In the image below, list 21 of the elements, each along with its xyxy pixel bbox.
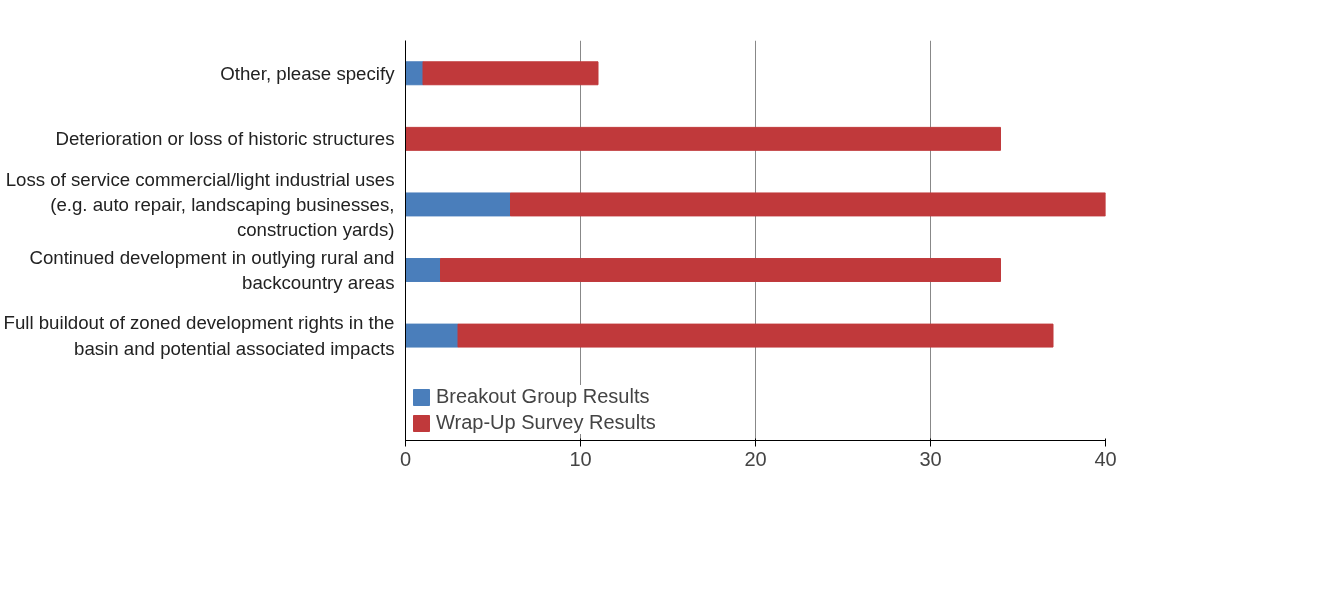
legend-label: Wrap-Up Survey Results [436, 411, 656, 434]
bar [422, 61, 599, 86]
x-tick-label: 0 [399, 447, 412, 470]
x-tick-label: 40 [1094, 447, 1117, 470]
y-tick-label: Full buildout of zoned development rights in the basin and potential associated impacts [3, 312, 395, 359]
x-tick-label: 10 [569, 447, 592, 470]
bar [457, 323, 1054, 348]
bar [405, 61, 424, 86]
bar [405, 192, 511, 217]
legend-label: Breakout Group Results [436, 385, 650, 408]
bar [405, 258, 441, 282]
x-tick-label: 20 [744, 447, 767, 470]
y-tick-label: Deterioration or loss of historic structures [55, 128, 395, 150]
x-tick-label: 30 [919, 447, 942, 470]
bar [405, 126, 1001, 151]
y-tick-label: Other, please specify [220, 62, 396, 84]
bar [440, 258, 1001, 282]
bar [510, 192, 1106, 217]
bar [405, 323, 459, 348]
y-tick-label: Loss of service commercial/light industrial uses (e.g. auto repair, landscaping businesses, construction yards) [5, 168, 395, 241]
y-tick-label: Continued development in outlying rural and backcountry areas [29, 246, 395, 294]
